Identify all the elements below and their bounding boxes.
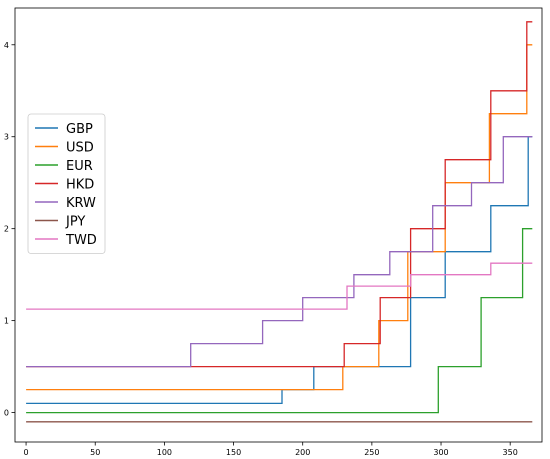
y-tick-label: 4 xyxy=(4,41,9,50)
y-axis: 0 1 2 3 4 xyxy=(4,41,15,418)
legend-box xyxy=(27,113,106,254)
x-tick-label: 100 xyxy=(157,448,172,457)
legend-label-krw: KRW xyxy=(66,196,96,211)
series-line-krw xyxy=(26,136,533,368)
x-tick-label: 300 xyxy=(433,448,448,457)
legend-label-jpy: JPY xyxy=(65,215,85,230)
x-tick-label: 150 xyxy=(226,448,241,457)
x-tick-label: 200 xyxy=(295,448,310,457)
x-tick-label: 0 xyxy=(24,448,29,457)
y-tick-label: 3 xyxy=(4,133,9,142)
legend-label-usd: USD xyxy=(66,141,94,156)
legend-label-twd: TWD xyxy=(65,233,97,248)
x-tick-label: 250 xyxy=(364,448,379,457)
series-line-twd xyxy=(26,262,533,310)
series-line-hkd xyxy=(26,21,533,368)
series-layer xyxy=(26,21,533,423)
legend-label-eur: EUR xyxy=(66,159,93,174)
legend: GBP USD EUR HKD KRW JPY TWD xyxy=(27,113,106,254)
x-tick-label: 50 xyxy=(90,448,100,457)
y-tick-label: 0 xyxy=(4,409,9,418)
series-line-eur xyxy=(26,228,533,414)
legend-label-gbp: GBP xyxy=(66,122,93,137)
x-tick-label: 350 xyxy=(503,448,518,457)
x-axis: 0 50 100 150 200 250 300 350 xyxy=(24,442,518,457)
legend-label-hkd: HKD xyxy=(66,178,94,193)
y-tick-label: 1 xyxy=(4,317,9,326)
y-tick-label: 2 xyxy=(4,225,9,234)
